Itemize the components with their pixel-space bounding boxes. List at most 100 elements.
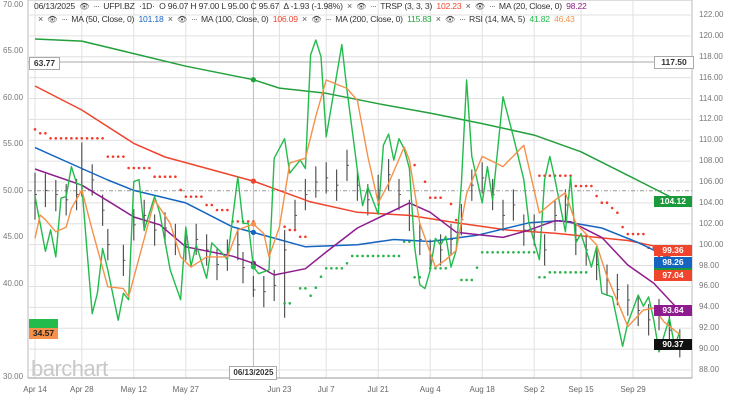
x-axis-tick: Aug 4 — [419, 385, 441, 394]
trsp-buy-dot — [558, 271, 562, 274]
trsp-buy-dot — [376, 254, 380, 258]
trsp-buy-dot — [330, 266, 333, 270]
trsp-buy-dot — [460, 278, 463, 282]
ma50-cursor-marker — [250, 229, 256, 235]
trsp-buy-dot — [501, 251, 505, 254]
trsp-sell-dot — [168, 175, 172, 179]
trsp-sell-dot — [106, 155, 110, 158]
trsp-sell-dot — [590, 184, 593, 188]
legend-ma20-name: MA (20, Close, 0) — [498, 1, 562, 11]
left-axis-tick: 40.00 — [3, 278, 24, 288]
close-icon[interactable]: × — [302, 14, 308, 24]
trsp-buy-dot — [314, 286, 318, 289]
trsp-sell-dot — [96, 136, 99, 140]
price-bar — [637, 294, 641, 327]
more-icon[interactable]: ··· — [489, 1, 496, 11]
trsp-sell-dot — [579, 184, 583, 188]
trsp-buy-dot — [522, 251, 526, 254]
legend-row-1: 06/13/2025 👁 ··· UFPI.BZ ·1D· O 96.07 H … — [34, 1, 589, 12]
trsp-sell-dot — [574, 184, 578, 188]
price-value-label: 99.36 — [654, 245, 692, 257]
trsp-buy-dot — [491, 251, 494, 254]
eye-icon[interactable]: 👁 — [444, 15, 455, 24]
close-icon[interactable]: × — [435, 14, 441, 24]
close-icon[interactable]: × — [38, 14, 44, 24]
right-axis-tick: 120.00 — [699, 30, 724, 40]
price-bar — [55, 179, 58, 212]
trsp-sell-dot — [200, 195, 203, 198]
price-bar — [315, 166, 318, 198]
trsp-buy-dot — [413, 275, 416, 279]
trsp-sell-dot — [605, 201, 609, 205]
price-bar — [34, 172, 37, 220]
trsp-buy-dot — [574, 271, 578, 274]
legend-ma200-value: 115.83 — [407, 14, 432, 24]
x-axis-tick: Sep 15 — [568, 385, 594, 394]
price-bar — [122, 244, 126, 276]
legend-rsi-name: RSI (14, MA, 5) — [468, 14, 526, 24]
right-axis-tick: 116.00 — [699, 72, 723, 82]
x-axis-tick: May 27 — [172, 385, 199, 394]
right-axis-tick: 108.00 — [699, 156, 724, 166]
trsp-sell-dot — [298, 235, 302, 239]
trsp-buy-dot — [304, 287, 307, 290]
eye-icon[interactable]: 👁 — [47, 15, 58, 24]
rsi-ma-line — [34, 79, 681, 336]
price-bar — [44, 173, 48, 208]
price-bar — [481, 162, 485, 194]
trsp-sell-dot — [413, 163, 416, 167]
price-bar — [336, 169, 339, 201]
trsp-buy-dot — [434, 266, 437, 270]
trsp-buy-dot — [548, 271, 552, 274]
trsp-sell-dot — [64, 136, 68, 140]
more-icon[interactable]: ··· — [325, 14, 332, 24]
trsp-buy-dot — [335, 266, 338, 270]
close-icon[interactable]: × — [346, 1, 353, 11]
eye-icon[interactable]: 👁 — [79, 2, 90, 11]
trsp-sell-dot — [210, 203, 214, 207]
right-axis-tick: 100.00 — [699, 239, 724, 249]
trsp-sell-dot — [293, 228, 297, 232]
more-icon[interactable]: ··· — [191, 14, 198, 24]
x-axis-tick: Jul 21 — [367, 385, 389, 394]
price-bar — [554, 199, 557, 232]
rsi-cursor-marker — [250, 264, 256, 270]
trsp-sell-dot — [49, 136, 52, 140]
trsp-sell-dot — [610, 206, 614, 210]
trsp-buy-dot — [371, 254, 375, 258]
trsp-buy-dot — [283, 302, 286, 305]
more-icon[interactable]: ··· — [370, 1, 377, 11]
legend-rsi-value: 41.82 — [529, 14, 550, 24]
trsp-sell-dot — [59, 136, 63, 140]
trsp-sell-dot — [116, 155, 120, 158]
eye-icon[interactable]: 👁 — [474, 2, 485, 11]
right-axis-tick: 106.00 — [699, 177, 724, 187]
eye-icon[interactable]: 👁 — [177, 15, 187, 24]
left-axis-tick: 70.00 — [3, 0, 24, 9]
close-icon[interactable]: × — [167, 14, 173, 24]
trsp-sell-dot — [454, 218, 458, 222]
legend-ma200-name: MA (200, Close, 0) — [335, 14, 403, 24]
trsp-buy-dot — [356, 254, 359, 258]
eye-icon[interactable]: 👁 — [311, 15, 322, 24]
trsp-sell-dot — [423, 180, 427, 184]
trsp-buy-dot — [564, 271, 567, 274]
eye-icon[interactable]: 👁 — [356, 2, 367, 11]
trsp-sell-dot — [428, 196, 432, 199]
x-axis-tick: Jun 23 — [267, 385, 292, 394]
legend-date: 06/13/2025 — [34, 1, 76, 11]
trsp-buy-dot — [538, 275, 541, 279]
more-icon[interactable]: ··· — [459, 14, 466, 24]
trsp-sell-dot — [54, 136, 58, 140]
trsp-buy-dot — [475, 266, 479, 269]
trsp-buy-dot — [387, 254, 390, 258]
left-axis-tick: 50.00 — [3, 185, 24, 195]
more-icon[interactable]: ··· — [61, 14, 68, 24]
more-icon[interactable]: ··· — [93, 1, 100, 11]
legend-row-2: × 👁 ··· MA (50, Close, 0) 101.18 × 👁 ···… — [38, 14, 577, 25]
trsp-sell-dot — [226, 208, 229, 212]
close-icon[interactable]: × — [465, 1, 471, 11]
trsp-sell-dot — [70, 136, 73, 140]
trsp-sell-dot — [283, 225, 286, 229]
